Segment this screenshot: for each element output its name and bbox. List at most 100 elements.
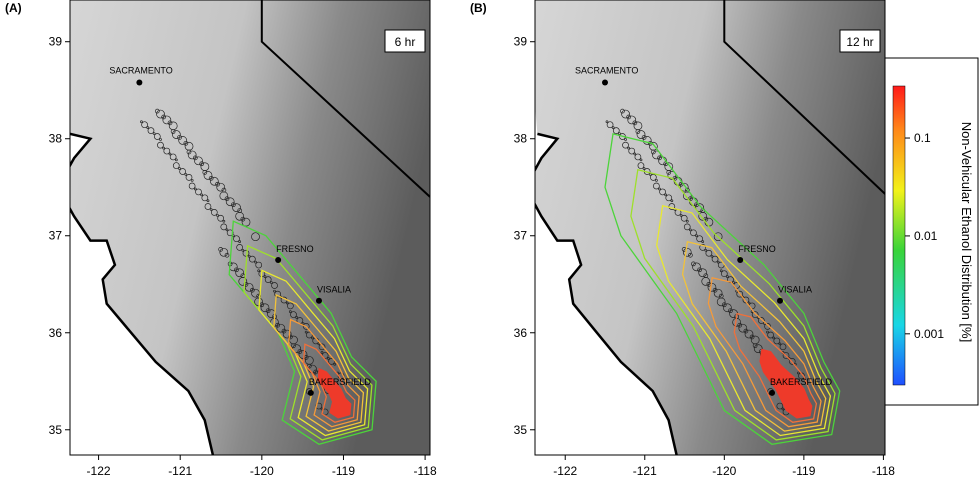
source-site xyxy=(627,146,630,150)
source-site xyxy=(256,293,262,299)
source-site xyxy=(238,240,242,244)
contour xyxy=(759,348,813,419)
source-site xyxy=(224,252,230,258)
source-site xyxy=(767,331,774,339)
time-label: 12 hr xyxy=(846,35,873,49)
source-site xyxy=(664,162,674,172)
source-site xyxy=(225,228,229,232)
contour xyxy=(630,168,836,441)
source-site xyxy=(696,235,703,243)
source-site xyxy=(219,247,229,257)
panel-label: (B) xyxy=(470,1,487,15)
source-site xyxy=(664,193,668,197)
source-site xyxy=(183,140,189,146)
source-site xyxy=(206,199,210,203)
source-site xyxy=(171,130,181,139)
source-site xyxy=(281,328,287,334)
source-site xyxy=(179,168,186,175)
source-site xyxy=(612,127,620,134)
source-site xyxy=(624,138,627,141)
contour xyxy=(604,133,841,445)
source-site xyxy=(642,136,652,145)
source-site xyxy=(193,187,197,191)
source-site xyxy=(605,120,609,124)
source-site xyxy=(606,121,614,129)
city-label: SACRAMENTO xyxy=(109,65,172,75)
source-site xyxy=(776,402,784,410)
source-site xyxy=(718,293,724,299)
source-site xyxy=(778,342,782,346)
source-site xyxy=(692,262,701,272)
source-site xyxy=(690,229,697,237)
source-site xyxy=(691,261,696,267)
city-label: VISALIA xyxy=(778,285,812,295)
source-site xyxy=(313,369,319,375)
colorbar-label: Non-Vehicular Ethanol Distribution [%] xyxy=(959,122,974,342)
source-site xyxy=(167,120,173,126)
y-tick-label: 38 xyxy=(514,132,528,146)
x-tick-label: -118 xyxy=(872,464,895,478)
source-site xyxy=(140,120,143,124)
source-site xyxy=(168,152,172,156)
source-site xyxy=(665,194,673,202)
city-label: SACRAMENTO xyxy=(575,65,638,75)
source-site xyxy=(305,356,314,365)
source-site xyxy=(147,127,155,134)
source-site xyxy=(685,219,689,223)
source-site xyxy=(695,234,698,238)
source-site xyxy=(257,269,260,273)
city-dot xyxy=(777,297,783,304)
source-site xyxy=(298,350,308,359)
source-site xyxy=(297,349,303,354)
source-site xyxy=(621,109,630,119)
source-site xyxy=(788,358,796,365)
source-site xyxy=(203,171,213,180)
source-site xyxy=(620,108,625,114)
source-site xyxy=(726,275,729,278)
source-site xyxy=(639,158,643,162)
state-border xyxy=(260,0,430,198)
source-site xyxy=(737,322,743,328)
source-site xyxy=(274,290,282,298)
source-site xyxy=(264,276,272,283)
coastline xyxy=(70,132,215,455)
map-panel: SACRAMENTO FRESNO VISALIA BAKERSFIELD -122 -1… xyxy=(5,0,437,478)
colorbar-tick-label: 0.01 xyxy=(914,229,938,243)
y-tick-label: 36 xyxy=(514,326,528,340)
time-label: 6 hr xyxy=(395,35,416,49)
city-dot xyxy=(136,79,143,86)
source-site xyxy=(670,199,674,203)
source-site xyxy=(154,108,160,114)
source-site xyxy=(153,133,161,140)
city-dot xyxy=(737,257,744,263)
source-site xyxy=(764,323,771,330)
source-site xyxy=(152,132,156,135)
source-site xyxy=(233,235,240,243)
source-site xyxy=(705,249,713,257)
source-site xyxy=(772,336,776,340)
source-site xyxy=(226,229,234,237)
source-site xyxy=(172,162,180,169)
source-site xyxy=(657,155,662,161)
source-site xyxy=(710,254,714,258)
source-site xyxy=(728,308,733,314)
source-site xyxy=(194,156,203,166)
source-site xyxy=(311,336,314,340)
source-site xyxy=(697,267,702,273)
source-site xyxy=(634,153,642,161)
y-tick-label: 39 xyxy=(49,35,63,49)
source-site xyxy=(195,188,202,196)
source-site xyxy=(295,316,299,319)
source-site xyxy=(224,196,230,202)
source-site xyxy=(234,267,239,273)
x-tick-label: -119 xyxy=(792,464,815,478)
source-site xyxy=(679,182,689,192)
frame xyxy=(69,0,431,456)
city-label: BAKERSFIELD xyxy=(309,377,372,387)
source-site xyxy=(201,194,209,202)
y-tick-label: 36 xyxy=(49,326,63,340)
source-site xyxy=(317,342,321,346)
source-site xyxy=(736,290,744,298)
source-site xyxy=(208,175,214,181)
